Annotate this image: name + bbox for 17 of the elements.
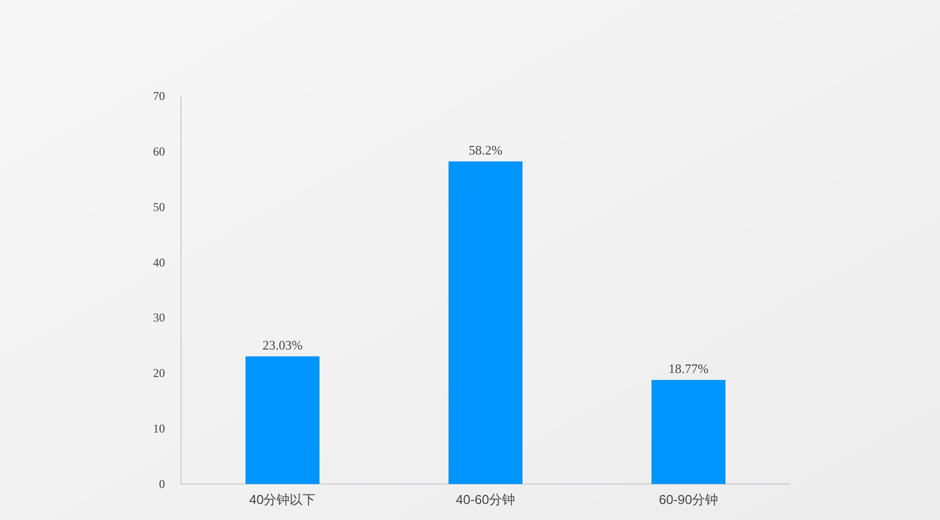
- data-label: 58.2%: [468, 142, 502, 158]
- bar: [652, 380, 726, 484]
- x-tick-label: 40-60分钟: [456, 492, 516, 507]
- y-tick-label: 50: [153, 200, 165, 214]
- y-tick-label: 70: [153, 89, 165, 103]
- bar: [448, 161, 522, 484]
- y-tick-label: 40: [153, 255, 165, 270]
- y-tick-label: 60: [153, 144, 165, 158]
- data-label: 23.03%: [262, 337, 303, 352]
- y-tick-label: 30: [153, 310, 165, 325]
- data-label: 18.77%: [668, 360, 709, 376]
- x-tick-label: 60-90分钟: [658, 492, 718, 507]
- x-tick-label: 40分钟以下: [249, 492, 316, 507]
- bar: [246, 356, 320, 484]
- y-tick-label: 10: [153, 422, 165, 436]
- y-tick-label: 0: [159, 477, 165, 491]
- y-tick-label: 20: [153, 366, 165, 380]
